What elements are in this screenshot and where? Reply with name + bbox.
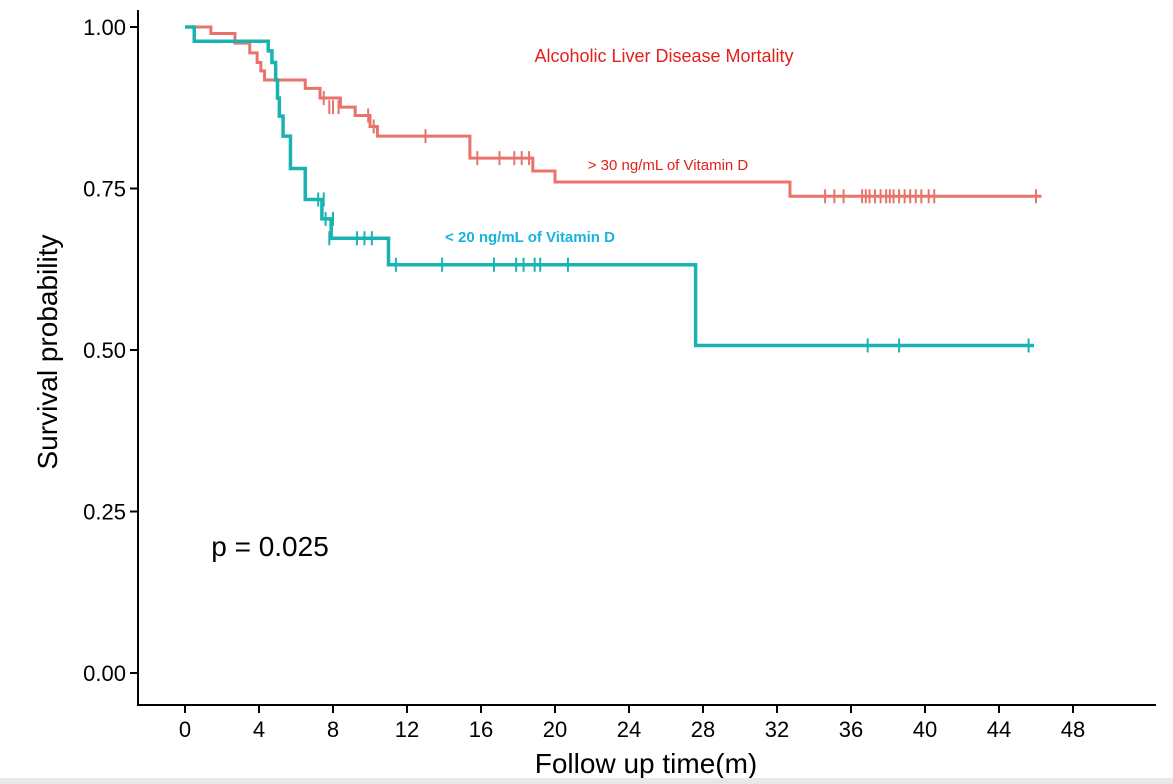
x-tick-label: 20 [543, 717, 567, 742]
x-tick-label: 16 [469, 717, 493, 742]
y-axis-title: Survival probability [32, 235, 63, 470]
y-tick-label: 0.50 [83, 338, 126, 363]
x-ticks: 0 4 8 12 16 20 24 28 32 36 40 44 48 [179, 705, 1085, 742]
x-tick-label: 8 [327, 717, 339, 742]
x-tick-label: 40 [913, 717, 937, 742]
x-tick-label: 44 [987, 717, 1011, 742]
chart-title: Alcoholic Liver Disease Mortality [534, 46, 793, 66]
x-tick-label: 32 [765, 717, 789, 742]
legend-label-high-vitd: > 30 ng/mL of Vitamin D [588, 157, 749, 174]
y-tick-label: 0.00 [83, 661, 126, 686]
bottom-strip [0, 778, 1173, 784]
p-value-label: p = 0.025 [211, 531, 329, 562]
y-tick-label: 0.25 [83, 500, 126, 525]
x-tick-label: 24 [617, 717, 641, 742]
y-ticks: 0.00 0.25 0.50 0.75 1.00 [83, 15, 138, 686]
legend-label-low-vitd: < 20 ng/mL of Vitamin D [445, 229, 615, 246]
plot-series [185, 25, 1042, 353]
x-tick-label: 48 [1061, 717, 1085, 742]
x-tick-label: 36 [839, 717, 863, 742]
x-tick-label: 0 [179, 717, 191, 742]
series-line-low-vitd [185, 25, 1035, 348]
x-tick-label: 12 [395, 717, 419, 742]
x-tick-label: 4 [253, 717, 265, 742]
x-axis-title: Follow up time(m) [535, 748, 757, 779]
series-line-high-vitd [185, 25, 1042, 198]
y-tick-label: 0.75 [83, 177, 126, 202]
y-tick-label: 1.00 [83, 15, 126, 40]
x-tick-label: 28 [691, 717, 715, 742]
